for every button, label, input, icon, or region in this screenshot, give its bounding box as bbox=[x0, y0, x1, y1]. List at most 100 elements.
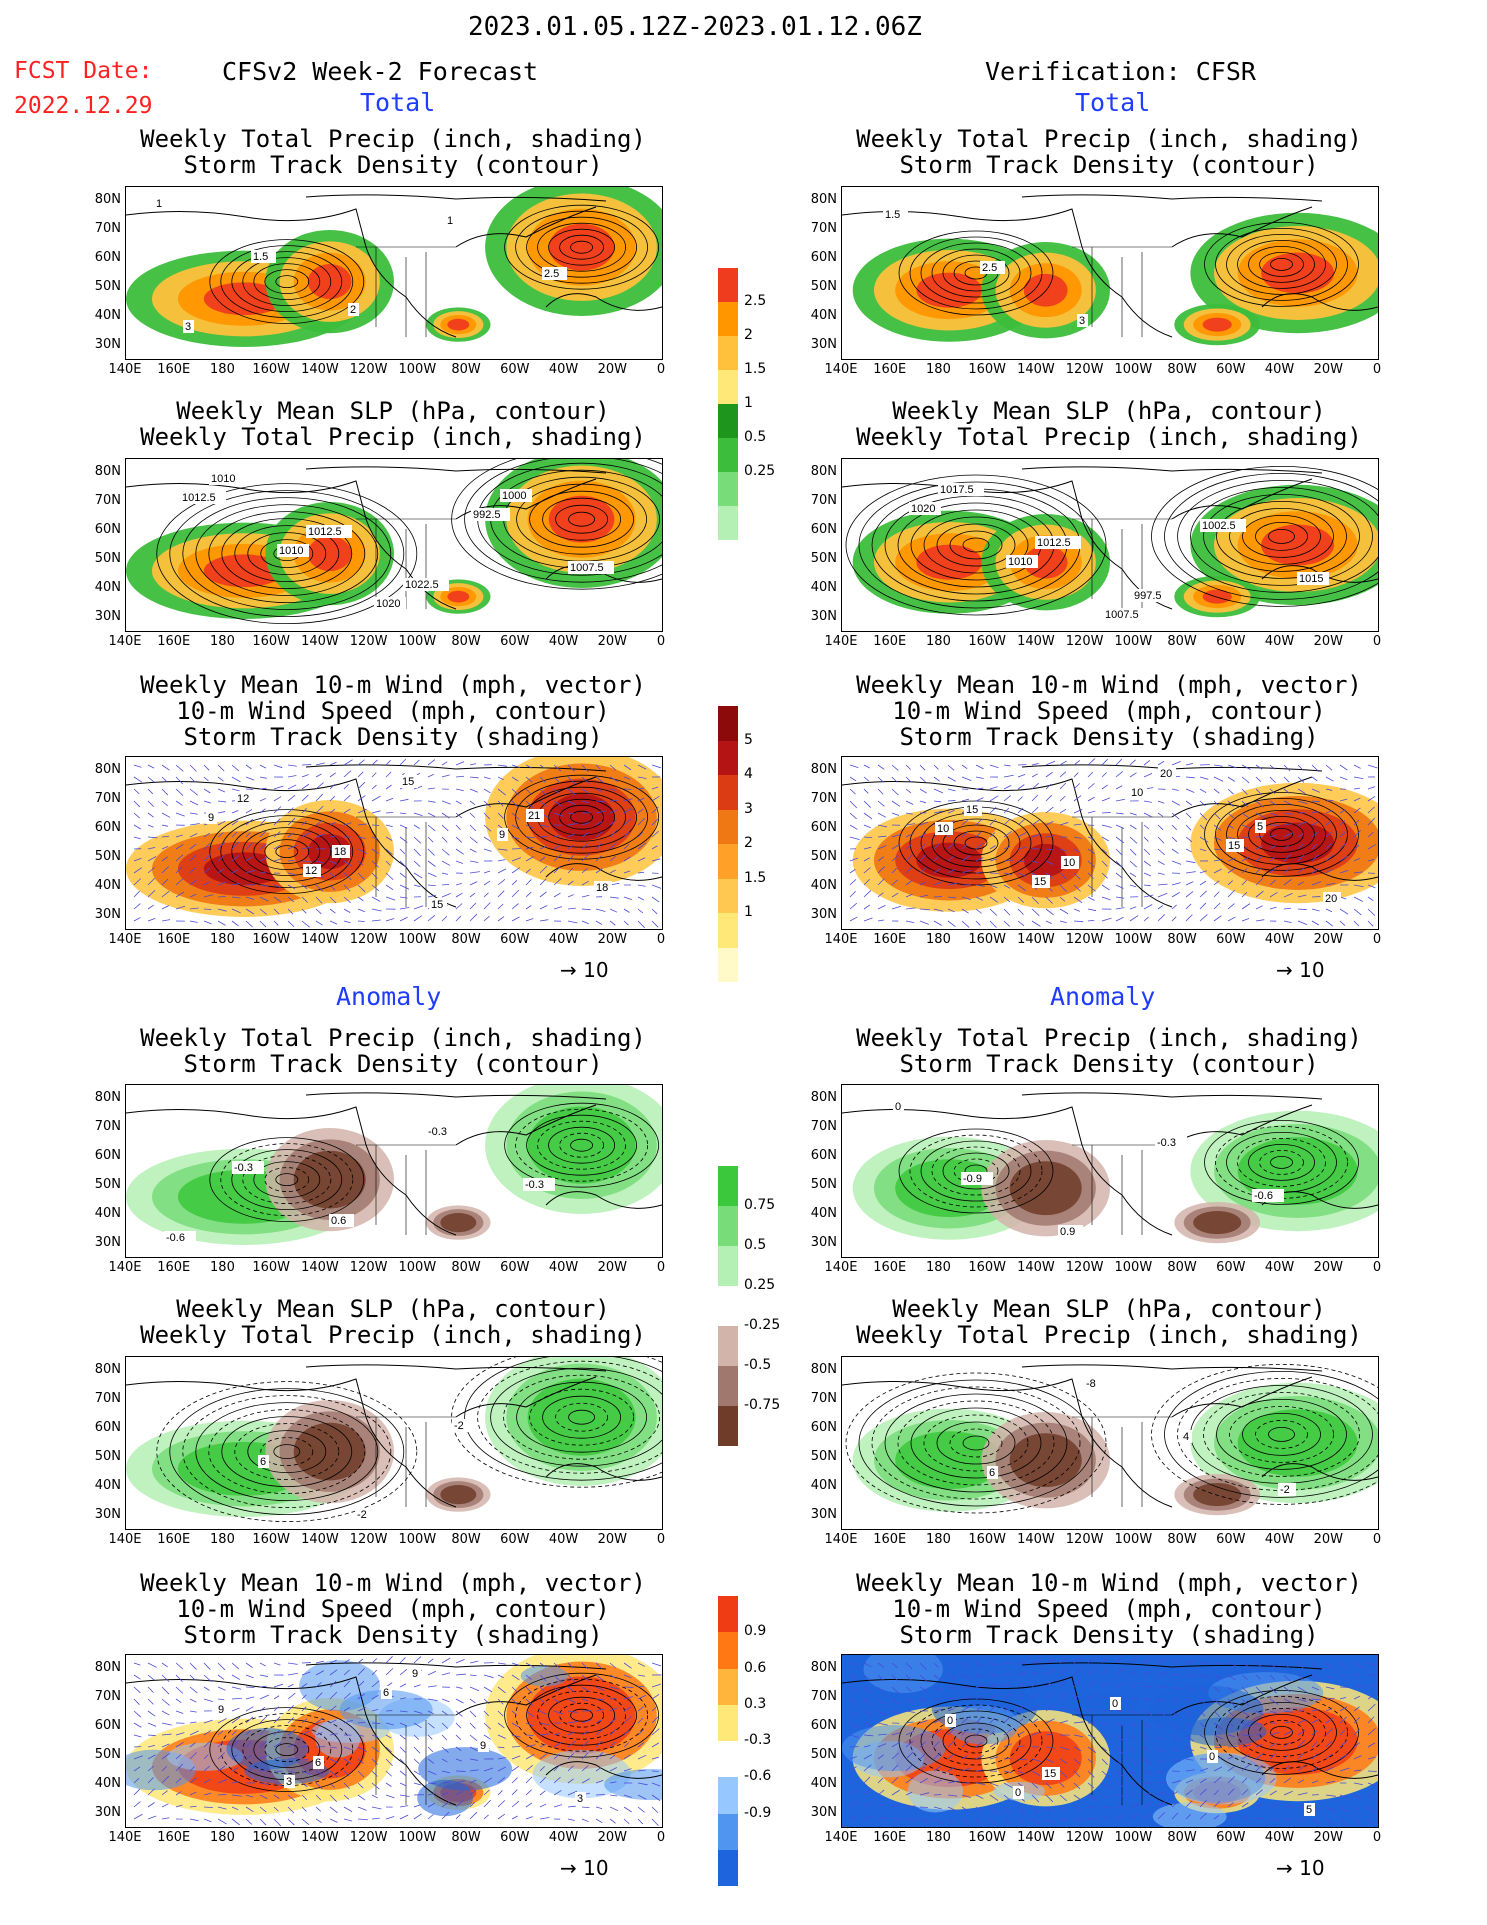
lon-label: 60W bbox=[500, 362, 530, 377]
wind-vector bbox=[877, 1662, 885, 1668]
wind-vector bbox=[1171, 836, 1178, 842]
wind-vector bbox=[863, 1698, 871, 1706]
wind-vector bbox=[133, 788, 140, 795]
wind-vector bbox=[357, 759, 365, 766]
wind-vector bbox=[1171, 1746, 1180, 1753]
wind-vector bbox=[245, 832, 251, 838]
wind-vector bbox=[273, 1706, 279, 1712]
contour-line bbox=[220, 815, 354, 888]
wind-vector bbox=[1213, 1766, 1223, 1772]
contour-label: -0.6 bbox=[1254, 1190, 1273, 1202]
wind-vector bbox=[1255, 1698, 1262, 1704]
wind-vector bbox=[989, 795, 999, 802]
shading-blob bbox=[440, 1212, 477, 1233]
wind-vector bbox=[1003, 920, 1010, 927]
wind-vector bbox=[217, 1698, 225, 1701]
wind-vector bbox=[385, 1794, 395, 1799]
wind-vector bbox=[455, 1734, 462, 1741]
wind-vector bbox=[301, 908, 307, 914]
wind-vector bbox=[259, 1769, 270, 1772]
wind-vector bbox=[385, 1668, 394, 1676]
p_an_l-map: -0.3 0.6 -0.3 -0.3 -0.6 bbox=[125, 1084, 663, 1258]
wind-vector bbox=[1367, 1703, 1376, 1712]
wind-vector bbox=[961, 1716, 970, 1724]
wind-vector bbox=[483, 848, 492, 852]
wind-vector bbox=[1059, 920, 1067, 924]
wind-vector bbox=[1157, 1658, 1166, 1664]
wind-vector bbox=[1353, 1685, 1364, 1688]
wind-vector bbox=[511, 1674, 520, 1681]
wind-vector bbox=[273, 785, 284, 790]
wind-vector bbox=[1073, 872, 1081, 880]
contour-line bbox=[920, 1140, 1032, 1202]
lon-label: 100W bbox=[398, 634, 437, 649]
wind-vector bbox=[1339, 1818, 1348, 1826]
contour-label: 1007.5 bbox=[570, 562, 604, 574]
wind-vector bbox=[217, 920, 226, 926]
wind-vector bbox=[469, 1674, 477, 1677]
contour-line bbox=[242, 1725, 332, 1774]
wind-vector bbox=[651, 1782, 661, 1787]
wind-vector bbox=[595, 1779, 604, 1784]
wind-vector bbox=[161, 1710, 170, 1716]
wind-vector bbox=[1283, 1765, 1290, 1772]
wind-vector bbox=[483, 1777, 493, 1784]
wind-vector bbox=[1003, 896, 1011, 903]
wind-vector bbox=[1143, 1698, 1151, 1701]
wind-vector bbox=[147, 1686, 154, 1693]
wind-vector bbox=[877, 800, 885, 807]
wind-vector bbox=[637, 1706, 644, 1712]
wind-vector bbox=[497, 859, 506, 862]
wind-vector bbox=[455, 1673, 466, 1676]
wind-vector bbox=[975, 831, 982, 838]
wind-vector bbox=[343, 920, 351, 924]
wind-vector bbox=[511, 1722, 520, 1728]
wind-vector bbox=[919, 1720, 928, 1724]
wind-vector bbox=[371, 795, 381, 802]
w_an_l-title-line-3: Storm Track Density (shading) bbox=[183, 1621, 603, 1649]
wind-vector bbox=[637, 842, 647, 850]
wind-vector bbox=[483, 1686, 493, 1693]
wind-vector bbox=[877, 856, 885, 862]
lat-label: 70N bbox=[810, 1689, 837, 1704]
wind-vector bbox=[357, 1746, 367, 1752]
wind-vector bbox=[1241, 879, 1247, 886]
wind-vector bbox=[1073, 1721, 1084, 1724]
wind-vector bbox=[245, 809, 253, 814]
wind-vector bbox=[231, 1730, 237, 1736]
wind-vector bbox=[989, 858, 998, 862]
wind-vector bbox=[1087, 1770, 1095, 1778]
w_tot_r-title-line-3: Storm Track Density (shading) bbox=[899, 723, 1319, 751]
wind-vector bbox=[497, 1686, 506, 1694]
wind-vector bbox=[1311, 788, 1321, 793]
wind-vector bbox=[961, 1818, 969, 1826]
contour-line bbox=[260, 1437, 314, 1466]
wind-vector bbox=[1129, 1813, 1139, 1820]
wind-vector bbox=[1003, 807, 1010, 814]
wind-vector bbox=[301, 860, 312, 863]
wind-vector bbox=[385, 1746, 392, 1753]
contour-label: 2.5 bbox=[544, 268, 559, 280]
contour-line bbox=[1229, 1406, 1334, 1463]
wind-vector bbox=[399, 1657, 406, 1664]
wind-vector bbox=[329, 1746, 337, 1749]
wind-vector bbox=[343, 759, 353, 766]
wind-vector bbox=[343, 1659, 350, 1664]
wind-vector bbox=[231, 1697, 242, 1700]
wind-vector bbox=[1115, 798, 1126, 802]
wind-vector bbox=[1227, 1815, 1235, 1820]
wind-vector bbox=[427, 1658, 434, 1664]
lon-label: 20W bbox=[597, 362, 627, 377]
wind-vector bbox=[1171, 1802, 1178, 1808]
wind-vector bbox=[933, 810, 943, 814]
wind-vector bbox=[1241, 824, 1251, 829]
contour-line bbox=[570, 1708, 594, 1722]
wind-vector bbox=[399, 1683, 407, 1688]
wind-vector bbox=[525, 879, 532, 886]
wind-vector bbox=[175, 1698, 182, 1703]
lon-label: 40W bbox=[1264, 1830, 1295, 1845]
wind-vector bbox=[259, 1685, 267, 1688]
wind-vector bbox=[849, 824, 858, 830]
lon-label: 160E bbox=[873, 1830, 907, 1845]
wind-vector bbox=[497, 764, 508, 767]
